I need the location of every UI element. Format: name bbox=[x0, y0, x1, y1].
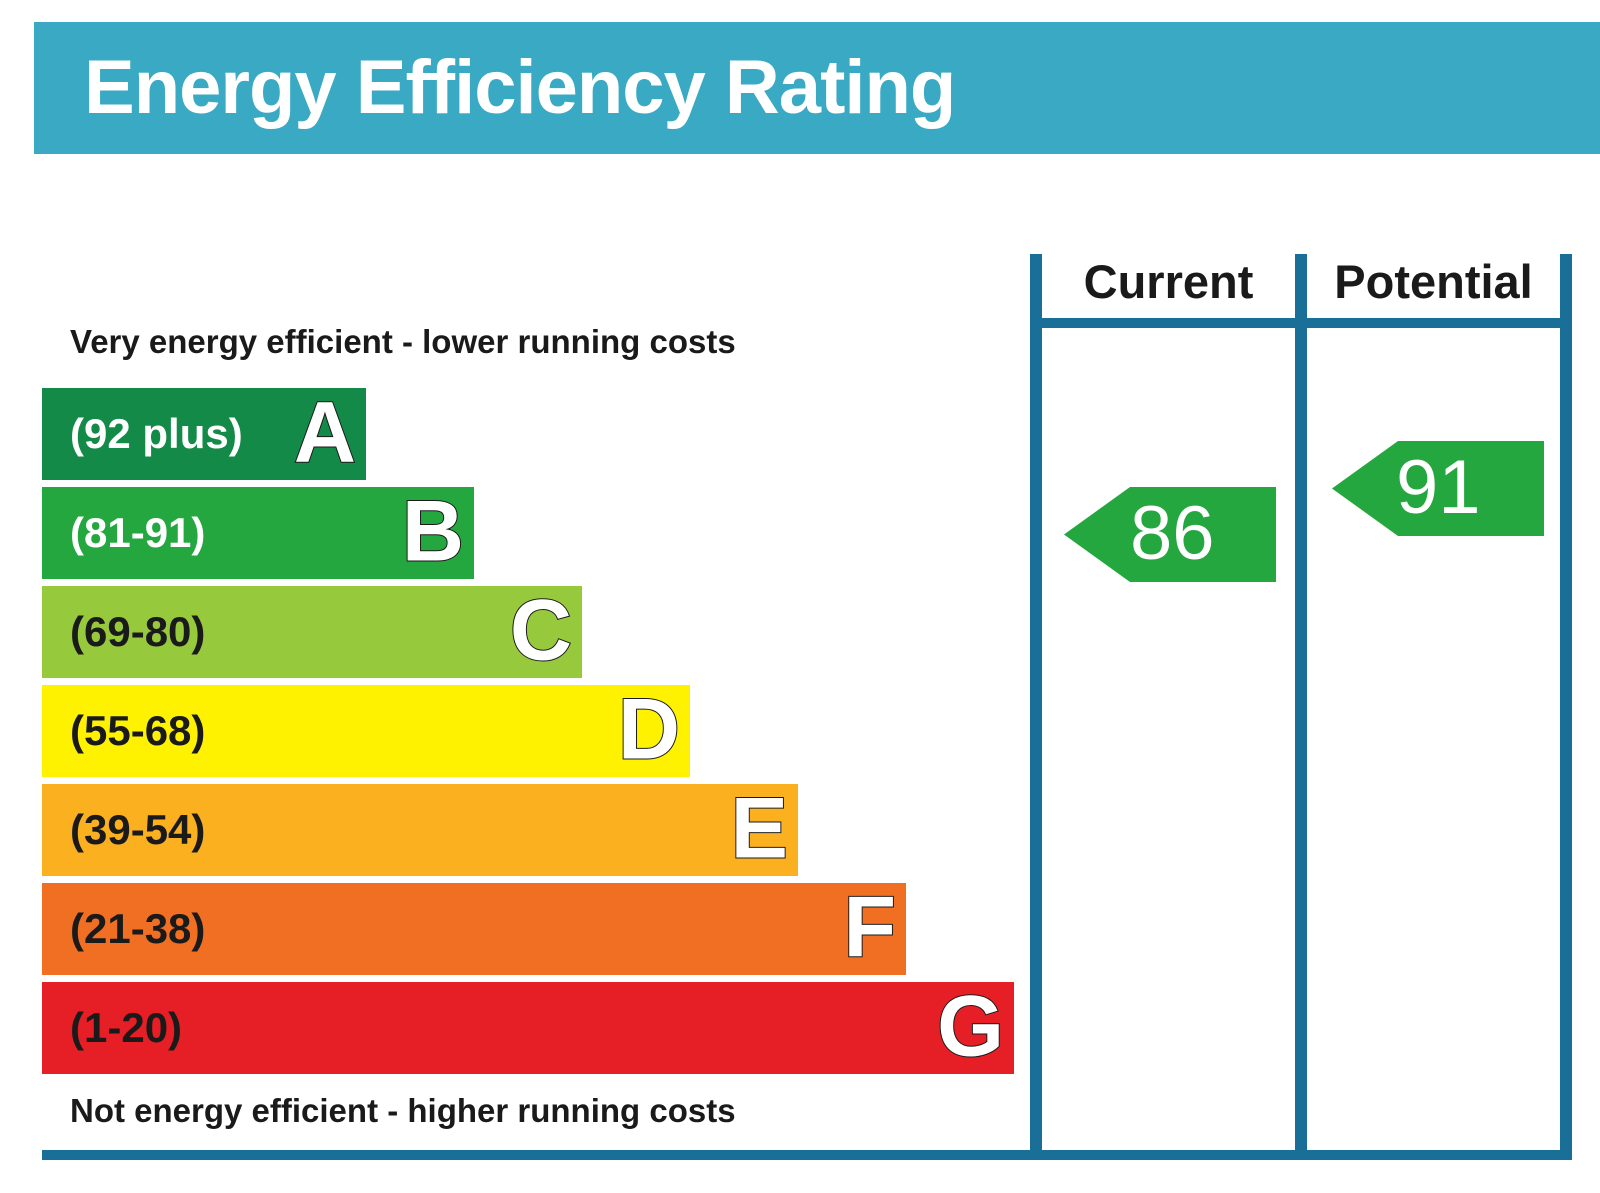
arrow-shape bbox=[1064, 486, 1276, 582]
band-c: (69-80) C bbox=[42, 586, 582, 678]
band-letter: A bbox=[293, 384, 357, 481]
band-range-label: (21-38) bbox=[70, 905, 206, 952]
frame-line-left bbox=[1030, 254, 1042, 1154]
band-letter: E bbox=[730, 780, 789, 877]
arrow-polygon bbox=[1064, 486, 1276, 582]
band-letter: G bbox=[936, 978, 1005, 1075]
band-range-label: (81-91) bbox=[70, 509, 206, 556]
band-f: (21-38) F bbox=[42, 883, 906, 975]
arrow-polygon bbox=[1332, 440, 1544, 536]
arrow-shape bbox=[1332, 440, 1544, 536]
band-a: (92 plus) A bbox=[42, 388, 366, 480]
top-caption: Very energy efficient - lower running co… bbox=[70, 323, 736, 360]
frame-line-bottom bbox=[42, 1150, 1572, 1160]
band-letter: D bbox=[617, 681, 681, 778]
column-header-current: Current bbox=[1083, 255, 1254, 308]
arrow-value-potential: 91 bbox=[1396, 445, 1481, 530]
band-d: (55-68) D bbox=[42, 685, 690, 777]
band-range-label: (39-54) bbox=[70, 806, 206, 853]
band-e: (39-54) E bbox=[42, 784, 798, 876]
band-letter: B bbox=[401, 483, 465, 580]
bottom-caption: Not energy efficient - higher running co… bbox=[70, 1092, 736, 1129]
arrow-current: 86 bbox=[1064, 486, 1276, 582]
chart-title: Energy Efficiency Rating bbox=[84, 45, 956, 130]
header-banner: Energy Efficiency Rating bbox=[34, 22, 1600, 154]
arrow-value-current: 86 bbox=[1130, 491, 1215, 576]
band-g: (1-20) G bbox=[42, 982, 1014, 1074]
frame-line-header-divider bbox=[1030, 318, 1572, 328]
band-range-label: (55-68) bbox=[70, 707, 206, 754]
band-letter: C bbox=[509, 582, 573, 679]
band-range-label: (69-80) bbox=[70, 608, 206, 655]
band-range-label: (1-20) bbox=[70, 1004, 183, 1051]
frame-line-right bbox=[1560, 254, 1572, 1154]
column-header-potential: Potential bbox=[1334, 255, 1533, 308]
band-letter: F bbox=[842, 879, 897, 976]
arrow-potential: 91 bbox=[1332, 440, 1544, 536]
frame-line-middle bbox=[1295, 254, 1307, 1154]
band-b: (81-91) B bbox=[42, 487, 474, 579]
band-range-label: (92 plus) bbox=[70, 410, 243, 457]
